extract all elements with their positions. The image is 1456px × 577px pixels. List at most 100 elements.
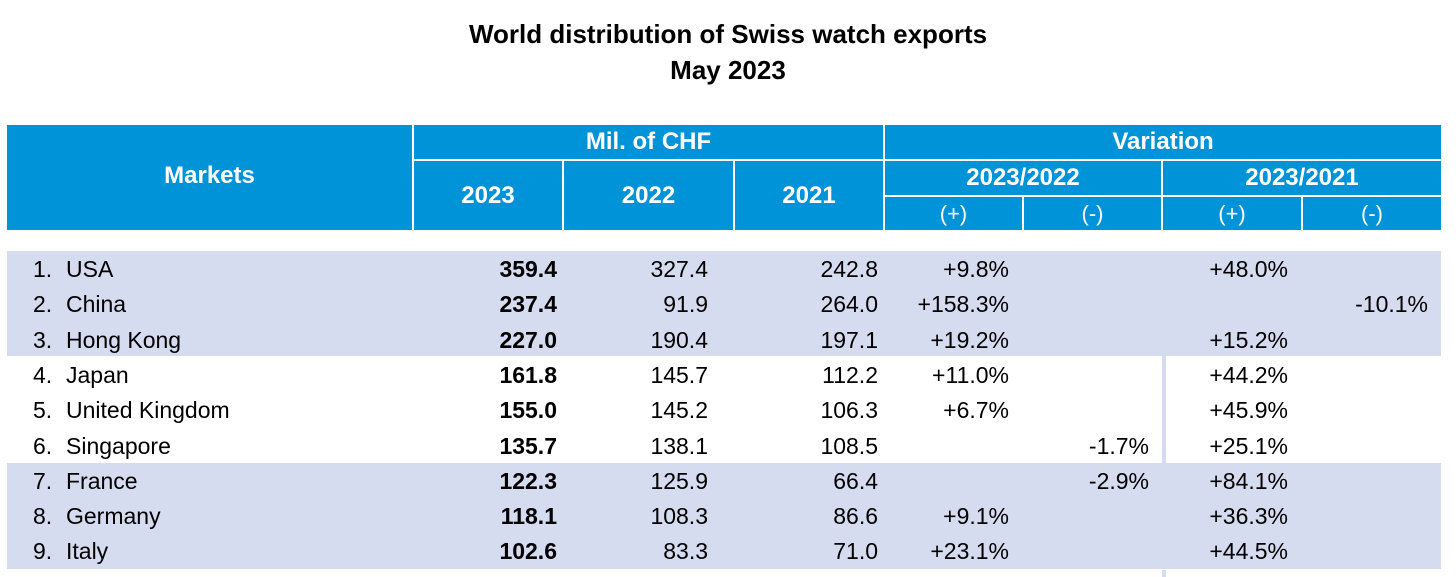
header-2021-minus: (-) [1303,197,1441,230]
var-2021-plus-cell: +84.1% [1209,467,1288,494]
market-cell: Germany [66,503,161,530]
value-2022-cell: 125.9 [650,467,708,494]
var-2022-minus-cell [1024,252,1149,287]
value-2021-cell: 106.3 [820,397,878,424]
value-2023-cell: 227.0 [499,326,557,353]
header-2021: 2021 [735,161,883,230]
header-2022-minus-label: (-) [1081,200,1104,226]
header-var-2023-2021-label: 2023/2021 [1245,164,1359,191]
var-2022-minus-cell [1024,358,1149,393]
var-2022-plus-cell [885,429,1009,464]
value-2022-cell: 145.2 [650,397,708,424]
value-2022-cell: 327.4 [650,256,708,282]
header-mil-chf: Mil. of CHF [414,125,883,159]
var-2022-minus-cell [1024,534,1149,569]
market-cell: Hong Kong [66,326,182,353]
var-2022-minus-cell [1024,393,1149,428]
rank-cell: 7. [33,467,53,494]
var-2022-plus-cell: +9.1% [943,503,1009,530]
rank-cell: 9. [33,538,53,565]
value-2022-cell: 91.9 [663,291,708,318]
header-variation: Variation [885,125,1441,159]
header-2022-label: 2022 [621,181,676,209]
header-var-2023-2022: 2023/2022 [885,161,1161,195]
header-2022-minus: (-) [1024,197,1161,230]
value-2023-cell: 155.0 [499,397,557,424]
rank-cell: 4. [33,361,53,388]
header-2021-plus-label: (+) [1218,200,1246,226]
header-2021-plus: (+) [1163,197,1301,230]
value-2023-cell: 359.4 [499,256,557,282]
var-2021-plus-cell: +44.2% [1209,361,1288,388]
header-2023: 2023 [414,161,562,230]
rank-cell: 5. [33,397,53,424]
header-mil-chf-label: Mil. of CHF [585,128,712,155]
rank-cell: 6. [33,432,53,459]
market-cell: United Kingdom [66,397,230,424]
var-2022-plus-cell: +9.8% [943,256,1009,282]
var-2021-minus-cell [1303,499,1428,534]
header-markets-label: Markets [164,161,255,189]
market-cell: Japan [66,361,129,388]
var-2022-minus-cell: -2.9% [1088,467,1149,494]
rank-cell: 2. [33,291,53,318]
header-2022-plus: (+) [885,197,1022,230]
var-2021-plus-cell: +48.0% [1209,256,1288,282]
var-2021-minus-cell [1303,252,1428,287]
value-2021-cell: 242.8 [820,256,878,282]
var-2021-minus-cell [1303,534,1428,569]
table-subtitle: May 2023 [670,55,786,85]
var-2022-plus-cell: +6.7% [943,397,1009,424]
var-2021-minus-cell: -10.1% [1355,291,1428,318]
var-2021-minus-cell [1303,429,1428,464]
value-2023-cell: 237.4 [499,291,557,318]
var-2021-minus-cell [1303,358,1428,393]
value-2023-cell: 135.7 [499,432,557,459]
value-2023-cell: 122.3 [499,467,557,494]
value-2021-cell: 112.2 [822,361,878,388]
market-cell: China [66,291,127,318]
value-2021-cell: 71.0 [833,538,878,565]
var-2021-minus-cell [1303,393,1428,428]
value-2023-cell: 102.6 [499,538,557,565]
header-2023-label: 2023 [461,181,515,209]
var-2022-minus-cell [1024,287,1149,322]
value-2022-cell: 138.1 [650,432,708,459]
var-2021-minus-cell [1303,323,1428,358]
column-divider-bottom [1162,570,1166,577]
row-band-top [7,251,1441,356]
header-2021-minus-label: (-) [1361,200,1383,226]
value-2022-cell: 108.3 [650,503,708,530]
row-band-middle [7,463,1441,569]
header-var-2023-2022-label: 2023/2022 [966,164,1080,191]
value-2021-cell: 264.0 [820,291,878,318]
value-2021-cell: 197.1 [820,326,878,353]
var-2022-plus-cell [885,464,1009,499]
var-2022-plus-cell: +11.0% [932,361,1009,388]
value-2022-cell: 145.7 [650,361,708,388]
header-2021-label: 2021 [782,181,836,209]
table-title: World distribution of Swiss watch export… [468,19,988,49]
var-2022-plus-cell: +158.3% [917,291,1009,318]
header-var-2023-2021: 2023/2021 [1163,161,1441,195]
var-2021-plus-cell: +25.1% [1209,432,1288,459]
var-2022-plus-cell: +23.1% [930,538,1009,565]
value-2021-cell: 108.5 [820,432,878,459]
header-markets: Markets [7,125,412,230]
header-2022-plus-label: (+) [939,200,968,226]
market-cell: USA [66,256,114,282]
market-cell: France [66,467,138,494]
value-2021-cell: 86.6 [833,503,878,530]
var-2021-plus-cell: +45.9% [1209,397,1288,424]
value-2023-cell: 118.1 [500,503,557,530]
rank-cell: 8. [33,503,53,530]
var-2021-plus-cell: +44.5% [1209,538,1288,565]
var-2021-plus-cell: +15.2% [1209,326,1288,353]
var-2022-minus-cell [1024,499,1149,534]
value-2022-cell: 83.3 [663,538,708,565]
var-2022-minus-cell [1024,323,1149,358]
rank-cell: 1. [33,256,53,282]
var-2021-plus-cell [1163,287,1288,322]
var-2021-plus-cell: +36.3% [1209,503,1288,530]
var-2022-minus-cell: -1.7% [1088,432,1149,459]
